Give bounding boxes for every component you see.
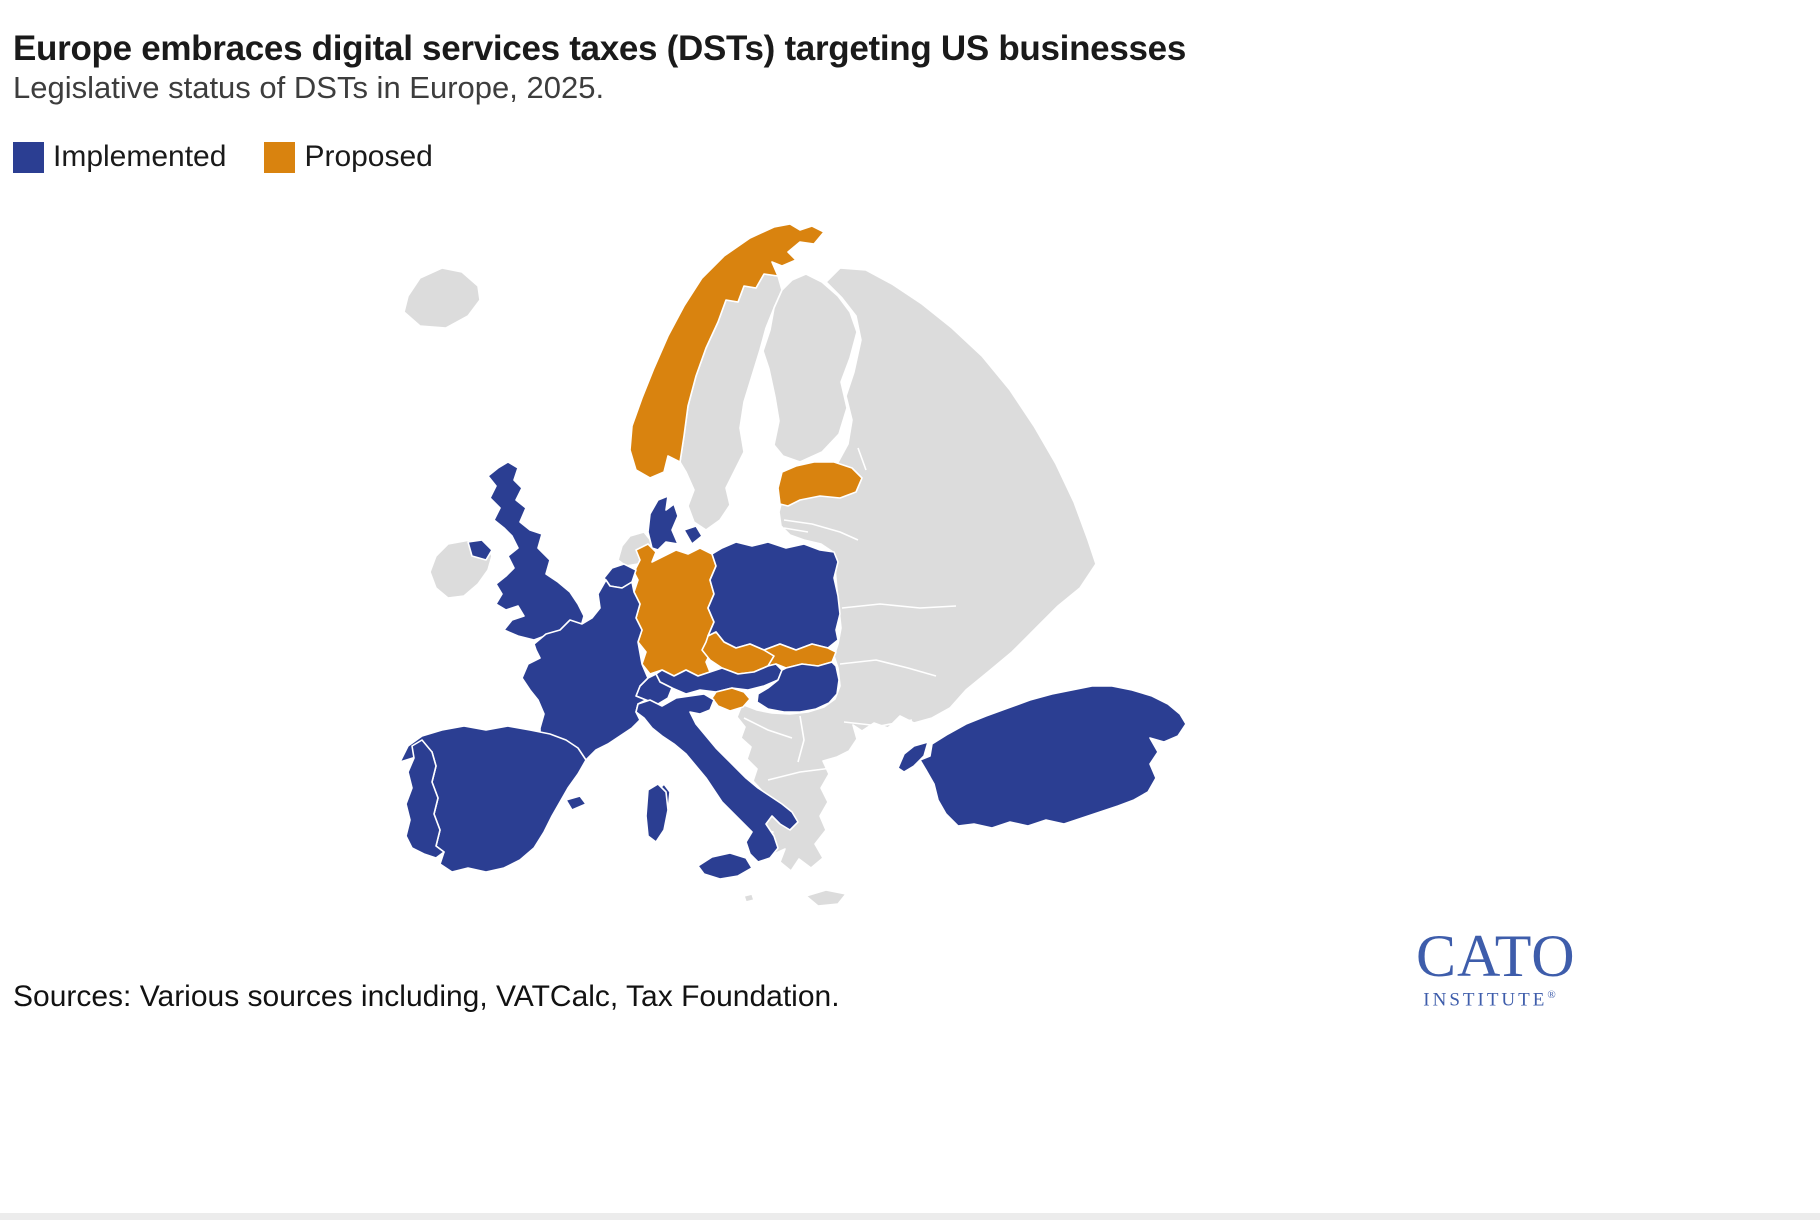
country-turkey-thrace — [897, 741, 929, 773]
country-portugal — [405, 739, 445, 859]
country-united-kingdom-northern-ireland — [467, 539, 493, 561]
gray-country-borders — [743, 447, 957, 781]
legend-label-proposed: Proposed — [304, 140, 433, 173]
legend-item-proposed: Proposed — [264, 140, 433, 174]
country-italy-sicily — [697, 852, 753, 880]
country-denmark — [647, 495, 679, 551]
country-norway — [629, 223, 825, 479]
legend-item-implemented: Implemented — [13, 140, 226, 174]
legend-swatch-proposed — [264, 141, 296, 173]
sources-text: Sources: Various sources including, VATC… — [13, 980, 840, 1013]
legend: Implemented Proposed — [13, 140, 433, 174]
logo-name: CATO — [1416, 923, 1576, 989]
legend-label-implemented: Implemented — [53, 140, 227, 173]
country-poland — [707, 541, 841, 651]
country-france — [521, 579, 649, 761]
country-denmark-islands — [683, 525, 703, 545]
cato-institute-logo: CATO INSTITUTE® — [1416, 923, 1576, 1011]
country-germany — [633, 543, 717, 677]
bottom-strip — [0, 1213, 1820, 1220]
country-latvia — [777, 461, 863, 507]
registered-mark: ® — [1547, 989, 1559, 1001]
country-united-kingdom — [487, 461, 585, 641]
country-malta — [743, 893, 755, 903]
page-subtitle: Legislative status of DSTs in Europe, 20… — [13, 70, 605, 105]
country-italy-sardinia — [645, 783, 669, 843]
country-turkey — [919, 685, 1187, 829]
logo-subname: INSTITUTE® — [1423, 989, 1559, 1011]
legend-swatch-implemented — [13, 141, 44, 173]
country-italy — [635, 693, 799, 863]
country-finland — [762, 273, 858, 463]
page-title: Europe embraces digital services taxes (… — [13, 29, 1186, 69]
country-iceland — [403, 267, 481, 329]
country-crete — [805, 889, 847, 907]
country-hungary — [756, 661, 840, 713]
country-spain-balearics — [565, 795, 587, 811]
